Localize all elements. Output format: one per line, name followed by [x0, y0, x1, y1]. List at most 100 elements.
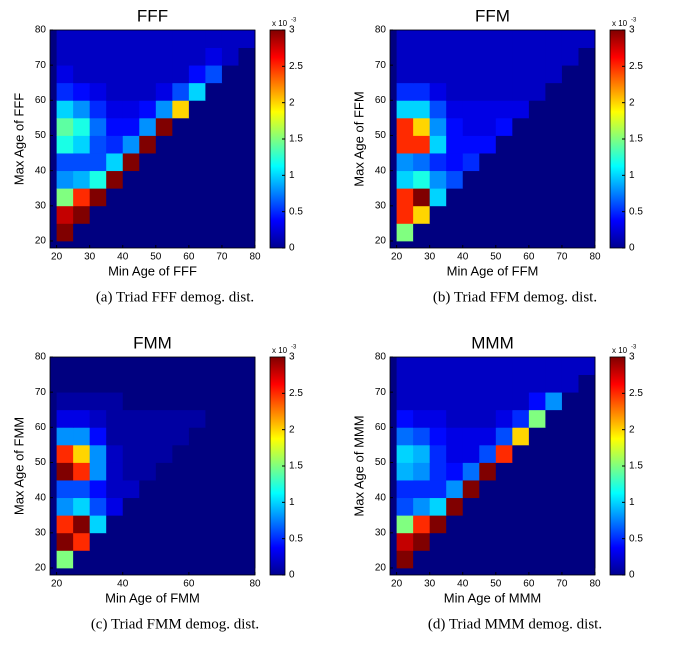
heat-cell: [89, 100, 107, 119]
heat-cell: [238, 188, 256, 207]
heat-cell: [221, 357, 239, 375]
heat-cell: [205, 223, 223, 242]
heat-cell: [413, 153, 431, 172]
heat-cell: [89, 188, 107, 207]
heat-cell: [155, 357, 173, 375]
heat-cell: [238, 427, 256, 446]
heat-cell: [89, 374, 107, 393]
heat-cell: [578, 188, 596, 207]
heat-cell: [155, 392, 173, 411]
heat-cell: [479, 480, 497, 499]
heat-cell: [545, 462, 563, 481]
heat-cell: [561, 427, 579, 446]
x-axis-label: Min Age of FFF: [108, 263, 197, 278]
heat-cell: [561, 357, 579, 375]
heat-cell: [89, 515, 107, 534]
heat-cell: [172, 100, 190, 119]
heat-cell: [56, 497, 74, 516]
y-tick-label: 40: [375, 492, 387, 503]
chart-title: FFM: [475, 6, 510, 25]
heat-cell: [56, 117, 74, 136]
heat-cell: [462, 497, 480, 516]
caption: (a) Triad FFF demog. dist.: [96, 289, 254, 305]
heat-cell: [221, 100, 239, 119]
heat-cell: [221, 515, 239, 534]
y-axis-label: Max Age of FFM: [351, 91, 366, 186]
heat-cell: [238, 462, 256, 481]
colorbar-tick-label: 3: [289, 352, 295, 363]
heat-cell: [446, 409, 464, 428]
heat-cell: [188, 135, 206, 154]
heat-cell: [122, 223, 140, 242]
heat-cell: [155, 480, 173, 499]
heat-cell: [56, 550, 74, 569]
heat-cell: [122, 444, 140, 463]
colorbar-tick-label: 0.5: [629, 533, 643, 544]
heat-cell: [122, 188, 140, 207]
x-tick-label: 80: [589, 252, 601, 263]
heat-cell: [462, 117, 480, 136]
heat-cell: [89, 205, 107, 224]
heat-cell: [578, 444, 596, 463]
heat-cell: [545, 117, 563, 136]
colorbar-tick-label: 1: [629, 497, 635, 508]
heat-cell: [396, 135, 414, 154]
heat-cell: [561, 135, 579, 154]
heat-cell: [106, 223, 124, 242]
heat-cell: [545, 532, 563, 551]
heat-cell: [89, 223, 107, 242]
heat-cell: [462, 427, 480, 446]
heat-cell: [396, 153, 414, 172]
heat-cell: [512, 409, 530, 428]
heat-cell: [528, 497, 546, 516]
heat-cell: [429, 205, 447, 224]
heat-cell: [495, 515, 513, 534]
heat-cell: [462, 100, 480, 119]
heat-cell: [205, 515, 223, 534]
heat-cell: [446, 135, 464, 154]
heat-cell: [155, 188, 173, 207]
heat-cell: [446, 205, 464, 224]
heat-cell: [139, 515, 157, 534]
plot-frame: [49, 356, 256, 576]
heat-cell: [106, 205, 124, 224]
heat-cell: [528, 480, 546, 499]
heat-cell: [221, 427, 239, 446]
heat-cell: [561, 462, 579, 481]
heat-cell: [106, 497, 124, 516]
heat-cell: [106, 357, 124, 375]
heat-cell: [139, 532, 157, 551]
heat-cell: [578, 497, 596, 516]
heat-cell: [106, 427, 124, 446]
heat-cell: [73, 47, 91, 66]
heat-cell: [446, 462, 464, 481]
heat-cell: [446, 65, 464, 84]
heat-cell: [172, 409, 190, 428]
heat-cell: [528, 444, 546, 463]
heat-cell: [462, 223, 480, 242]
heat-cell: [73, 170, 91, 189]
heat-cell: [561, 223, 579, 242]
heat-cell: [479, 515, 497, 534]
heat-cell: [578, 550, 596, 569]
heat-cell: [512, 427, 530, 446]
heat-cell: [89, 117, 107, 136]
colorbar-tick-label: 2.5: [629, 61, 643, 72]
heat-cell: [205, 357, 223, 375]
heat-cell: [429, 515, 447, 534]
heat-cell: [495, 82, 513, 101]
heat-cell: [528, 532, 546, 551]
heat-cell: [396, 170, 414, 189]
heat-cell: [528, 188, 546, 207]
heat-cell: [528, 30, 546, 48]
heat-cell: [578, 117, 596, 136]
heat-cell: [56, 47, 74, 66]
colorbar-tick-label: 0: [629, 570, 635, 581]
heat-cell: [106, 170, 124, 189]
heat-cell: [89, 30, 107, 48]
heat-cell: [545, 374, 563, 393]
heat-cell: [56, 427, 74, 446]
heat-cell: [172, 47, 190, 66]
heat-cell: [396, 444, 414, 463]
colorbar-tick-label: 3: [289, 25, 295, 36]
